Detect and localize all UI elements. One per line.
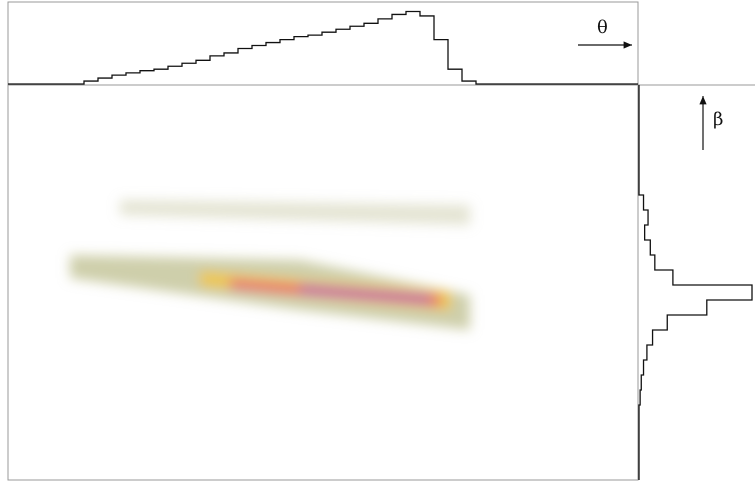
histogram: [638, 85, 753, 480]
beta-label: β: [713, 109, 723, 130]
frames: [7, 1, 755, 481]
histogram: [8, 10, 638, 85]
theta-label: θ: [597, 17, 608, 38]
density-cloud: [70, 200, 470, 330]
